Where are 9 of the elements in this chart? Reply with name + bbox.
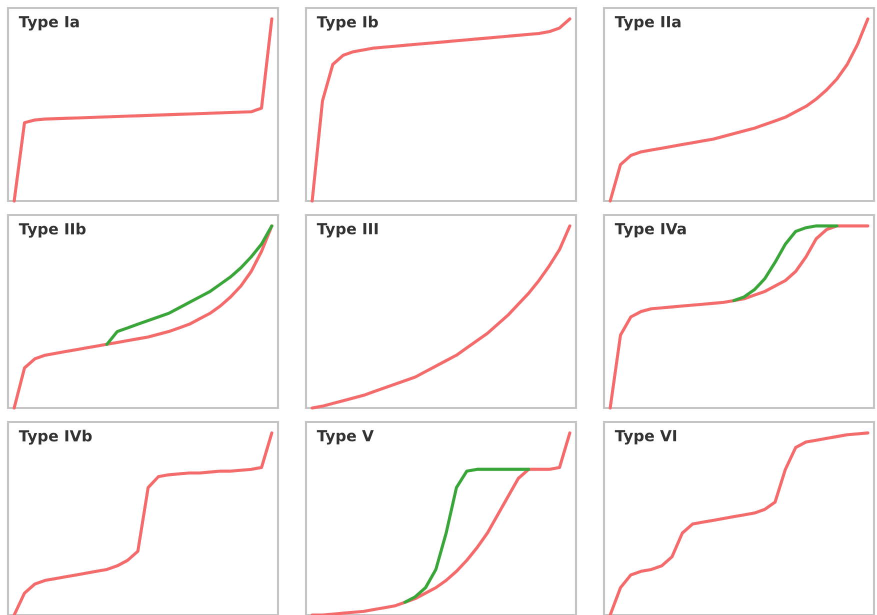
- chart-title: Type Ib: [316, 16, 378, 31]
- chart-title: Type IVa: [614, 223, 686, 238]
- chart-title: Type III: [316, 223, 378, 238]
- chart-title: Type V: [316, 430, 374, 445]
- chart-title: Type Ia: [18, 16, 79, 31]
- chart-title: Type IVb: [18, 430, 92, 445]
- chart-title: Type IIa: [614, 16, 680, 31]
- chart-title: Type IIb: [18, 222, 86, 238]
- chart-title: Type VI: [614, 430, 676, 445]
